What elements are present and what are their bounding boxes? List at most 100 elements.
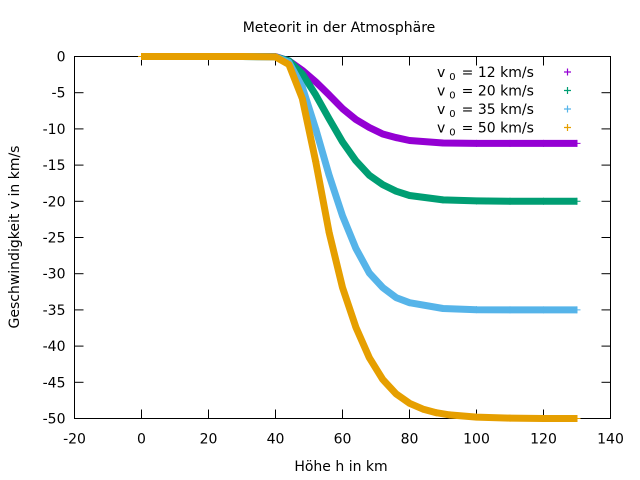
legend-entry: v 0 = 50 km/s: [437, 121, 571, 139]
legend-entry: v 0 = 35 km/s: [437, 102, 571, 120]
y-tick-label: -30: [43, 267, 66, 283]
data-point: [473, 139, 480, 147]
data-point: [406, 399, 413, 407]
data-point: [312, 157, 320, 165]
data-point: [473, 306, 480, 314]
data-point: [540, 415, 547, 422]
y-tick-label: -40: [43, 339, 66, 355]
y-tick-label: -10: [43, 122, 66, 138]
x-tick-label: 100: [463, 432, 490, 448]
legend-marker: [564, 105, 571, 113]
data-point: [339, 138, 346, 146]
data-point: [238, 53, 246, 60]
y-tick-label: -50: [43, 412, 66, 428]
data-point: [352, 115, 360, 123]
data-point: [352, 244, 360, 252]
data-point: [406, 299, 413, 307]
y-axis: 0 -5 -10 -15 -20 -25 -30 -35 -40 -45 -50: [43, 50, 611, 428]
legend: v 0 = 12 km/sv 0 = 20 km/sv 0 = 35 km/sv 0 = 50 …: [437, 65, 571, 139]
x-tick-label: 20: [200, 432, 218, 448]
data-point: [379, 181, 387, 189]
data-point: [325, 115, 333, 123]
data-point: [406, 192, 413, 200]
y-tick-label: -5: [52, 86, 66, 102]
legend-marker: [564, 87, 571, 94]
data-point: [365, 354, 373, 362]
data-point: [365, 171, 373, 179]
data-point: [392, 134, 400, 142]
legend-label: v 0 = 20 km/s: [437, 84, 534, 102]
data-point: [325, 171, 333, 179]
x-tick-label: 140: [597, 432, 624, 448]
data-point: [506, 139, 514, 147]
x-axis: -20 0 20 40 60 80 100 120 140: [63, 56, 624, 448]
data-point: [392, 187, 400, 195]
legend-label-rest: = 20 km/s: [462, 84, 534, 100]
x-axis-label: Höhe h in km: [294, 459, 387, 475]
data-point: [406, 136, 413, 144]
data-point: [339, 283, 346, 291]
data-point: [379, 130, 387, 138]
legend-label-sub: 0: [449, 72, 455, 83]
x-tick-label: 120: [530, 432, 557, 448]
data-point: [473, 413, 480, 421]
legend-entry: v 0 = 12 km/s: [437, 65, 571, 83]
legend-marker: [564, 68, 571, 76]
y-axis-label: Geschwindigkeit v in km/s: [7, 146, 23, 329]
data-point: [432, 409, 440, 417]
y-tick-label: -20: [43, 194, 66, 210]
data-point: [573, 197, 581, 205]
legend-entry: v 0 = 20 km/s: [437, 84, 571, 102]
data-point: [325, 91, 333, 99]
legend-label-rest: = 35 km/s: [462, 102, 534, 118]
data-point: [379, 375, 387, 383]
data-point: [298, 94, 306, 102]
data-point: [439, 304, 447, 312]
legend-label-sub: 0: [449, 91, 455, 102]
data-point: [312, 78, 320, 86]
legend-label-main: v: [437, 84, 445, 100]
data-point: [339, 212, 346, 220]
legend-label: v 0 = 50 km/s: [437, 121, 534, 139]
legend-label: v 0 = 12 km/s: [437, 65, 534, 83]
series-3: [138, 53, 581, 422]
legend-label-main: v: [437, 65, 445, 81]
legend-label-sub: 0: [449, 109, 455, 120]
data-point: [573, 415, 581, 422]
series-layer: [138, 53, 581, 422]
x-tick-label: 80: [401, 432, 419, 448]
legend-marker: [564, 124, 571, 131]
data-point: [506, 197, 514, 205]
legend-label-rest: = 12 km/s: [462, 65, 534, 81]
data-point: [352, 323, 360, 331]
data-point: [365, 123, 373, 131]
data-point: [573, 306, 581, 314]
data-point: [312, 91, 320, 99]
x-tick-label: 40: [267, 432, 285, 448]
y-tick-label: -15: [43, 158, 66, 174]
data-point: [312, 125, 320, 133]
y-tick-label: 0: [57, 50, 66, 66]
data-point: [473, 197, 480, 205]
data-point: [298, 70, 306, 78]
data-point: [365, 269, 373, 277]
data-point: [439, 196, 447, 204]
data-point: [506, 306, 514, 314]
data-point: [573, 139, 581, 147]
y-tick-label: -45: [43, 375, 66, 391]
series-line: [141, 53, 577, 422]
data-point: [379, 283, 387, 291]
legend-label-rest: = 50 km/s: [462, 121, 534, 137]
x-tick-label: 0: [137, 432, 146, 448]
y-tick-label: -25: [43, 231, 66, 247]
data-point: [439, 139, 447, 147]
data-point: [339, 105, 346, 113]
legend-label: v 0 = 35 km/s: [437, 102, 534, 120]
data-point: [138, 53, 145, 60]
legend-label-sub: 0: [449, 128, 455, 139]
data-point: [352, 157, 360, 165]
data-point: [540, 197, 547, 205]
data-point: [506, 414, 514, 422]
data-point: [392, 390, 400, 398]
